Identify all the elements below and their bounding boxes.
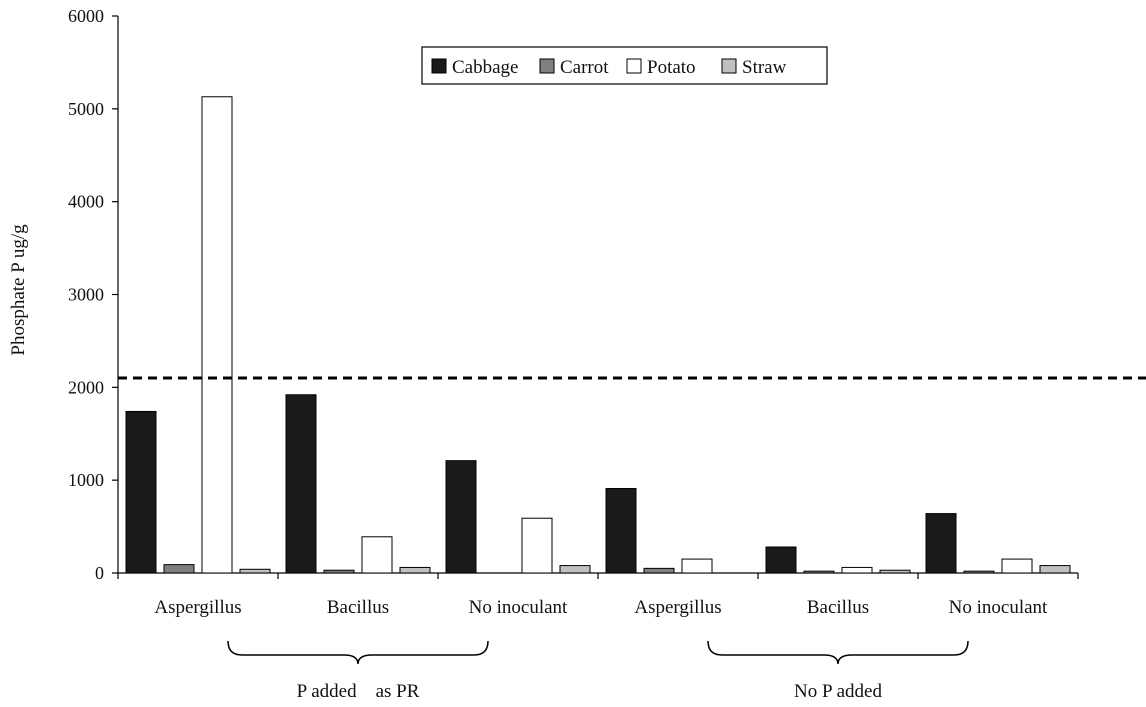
legend-box	[421, 46, 828, 85]
bar-potato-3	[681, 558, 713, 574]
legend-swatch-straw	[721, 58, 737, 74]
bar-cabbage-1	[285, 394, 317, 574]
bar-cabbage-0	[125, 410, 157, 574]
group-brace	[707, 640, 969, 665]
bar-carrot-5	[963, 570, 995, 574]
bar-straw-5	[1039, 565, 1071, 574]
bar-cabbage-2	[445, 460, 477, 574]
x-axis: Aspergillus Bacillus No inoculant Aspergill…	[117, 572, 1079, 618]
legend-swatch-cabbage	[431, 58, 447, 74]
legend-label-potato: Potato	[647, 57, 696, 78]
bar-carrot-0	[163, 564, 195, 574]
bar-carrot-4	[803, 570, 835, 574]
y-tick-label: 0	[95, 563, 104, 583]
bar-potato-5	[1001, 558, 1033, 574]
group-label: P added as PR	[297, 681, 420, 702]
legend-swatch-potato	[626, 58, 642, 74]
group-brace	[227, 640, 489, 665]
y-tick-label: 1000	[68, 470, 104, 490]
bar-cabbage-5	[925, 513, 957, 574]
bar-straw-2	[559, 565, 591, 574]
y-tick-label: 3000	[68, 285, 104, 305]
bar-straw-1	[399, 566, 431, 574]
legend-label-straw: Straw	[742, 57, 787, 78]
bar-straw-0	[239, 568, 271, 574]
y-tick-label: 2000	[68, 377, 104, 397]
y-tick-label: 5000	[68, 99, 104, 119]
legend-swatch-carrot	[539, 58, 555, 74]
x-category-label: No inoculant	[469, 597, 568, 618]
bar-carrot-1	[323, 569, 355, 574]
y-axis-title: Phosphate P ug/g	[8, 224, 29, 356]
bar-potato-1	[361, 536, 393, 574]
y-tick-label: 6000	[68, 6, 104, 26]
x-category-label: No inoculant	[949, 597, 1048, 618]
group-label: No P added	[794, 681, 882, 702]
bar-potato-2	[521, 517, 553, 574]
y-tick-label: 4000	[68, 192, 104, 212]
bar-straw-4	[879, 569, 911, 574]
bar-cabbage-4	[765, 546, 797, 574]
x-category-label: Bacillus	[807, 597, 869, 618]
x-category-label: Aspergillus	[154, 597, 241, 618]
bars	[125, 96, 1071, 574]
y-axis: 0 1000 2000 3000 4000 5000 6000	[68, 6, 119, 583]
legend-label-carrot: Carrot	[560, 57, 609, 78]
bar-potato-4	[841, 566, 873, 574]
x-category-label: Bacillus	[327, 597, 389, 618]
legend-label-cabbage: Cabbage	[452, 57, 518, 78]
bar-cabbage-3	[605, 488, 637, 574]
category-groups: P added as PR No P added	[227, 640, 969, 702]
legend: Cabbage Carrot Potato Straw	[421, 46, 828, 85]
bar-carrot-3	[643, 567, 675, 574]
bar-potato-0	[201, 96, 233, 574]
x-category-label: Aspergillus	[634, 597, 721, 618]
